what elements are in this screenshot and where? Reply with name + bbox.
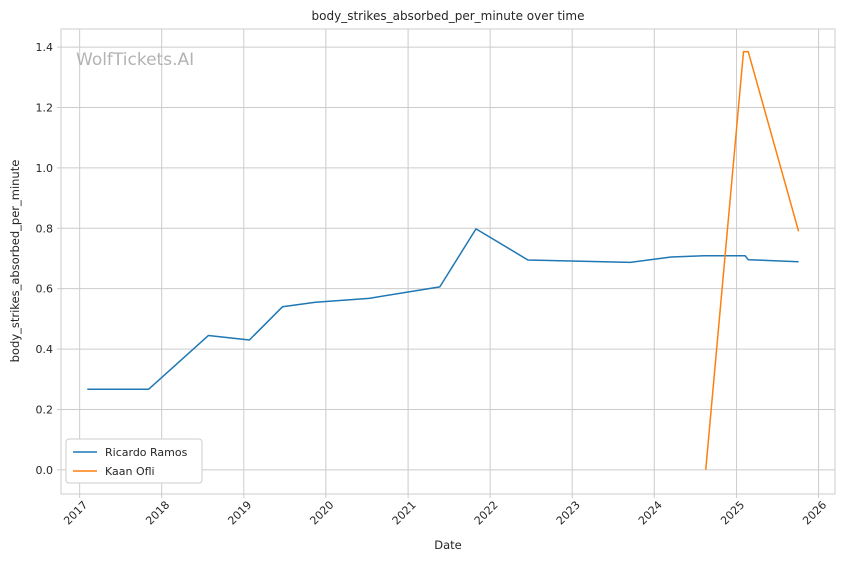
grid-lines xyxy=(61,29,835,494)
y-tick-label: 0.6 xyxy=(36,283,54,296)
x-axis-title: Date xyxy=(434,538,462,552)
x-tick-label: 2023 xyxy=(554,498,583,527)
x-tick-label: 2018 xyxy=(143,498,172,527)
x-tick-label: 2025 xyxy=(718,498,747,527)
x-tick-label: 2020 xyxy=(307,498,336,527)
plot-background xyxy=(61,29,835,494)
y-tick-label: 1.4 xyxy=(36,41,54,54)
series-lines xyxy=(87,50,800,470)
y-tick-label: 0.2 xyxy=(36,403,54,416)
y-tick-label: 1.2 xyxy=(36,102,54,115)
x-tick-label: 2026 xyxy=(800,498,829,527)
y-axis-title: body_strikes_absorbed_per_minute xyxy=(8,160,22,363)
y-tick-label: 0.0 xyxy=(36,464,54,477)
watermark: WolfTickets.AI xyxy=(76,50,194,70)
legend-box xyxy=(65,438,203,484)
legend-label-ricardo-ramos: Ricardo Ramos xyxy=(105,446,188,459)
x-tick-label: 2022 xyxy=(472,498,501,527)
legend: Ricardo Ramos Kaan Ofli xyxy=(65,438,203,484)
y-tick-label: 0.4 xyxy=(36,343,54,356)
x-tick-label: 2017 xyxy=(61,498,90,527)
y-tick-label: 1.0 xyxy=(36,162,54,175)
chart-title: body_strikes_absorbed_per_minute over ti… xyxy=(312,9,585,23)
plot-frame xyxy=(60,28,836,495)
series-line-kaan-ofli xyxy=(704,50,800,470)
y-axis-ticks: 0.0 0.2 0.4 0.6 0.8 1.0 1.2 1.4 xyxy=(36,41,61,477)
legend-label-kaan-ofli: Kaan Ofli xyxy=(105,465,155,478)
y-tick-label: 0.8 xyxy=(36,222,54,235)
x-axis-ticks: 2017 2018 2019 2020 2021 2022 2023 2024 2025 2026 xyxy=(61,494,829,527)
x-tick-label: 2019 xyxy=(225,498,254,527)
x-tick-label: 2024 xyxy=(636,498,665,527)
x-tick-label: 2021 xyxy=(390,498,419,527)
